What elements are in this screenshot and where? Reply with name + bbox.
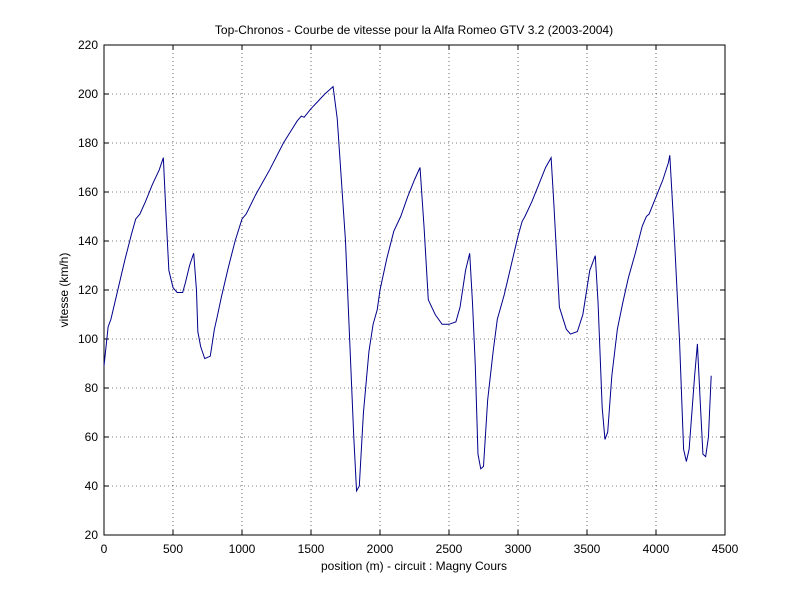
x-tick-label: 1000 xyxy=(229,542,256,556)
chart-title: Top-Chronos - Courbe de vitesse pour la … xyxy=(215,23,613,37)
y-axis-label: vitesse (km/h) xyxy=(57,253,71,328)
y-tick-label: 200 xyxy=(78,87,98,101)
x-axis-label: position (m) - circuit : Magny Cours xyxy=(321,559,507,573)
x-tick-label: 4000 xyxy=(643,542,670,556)
x-tick-label: 3000 xyxy=(505,542,532,556)
y-tick-label: 100 xyxy=(78,332,98,346)
x-tick-label: 1500 xyxy=(298,542,325,556)
y-tick-label: 160 xyxy=(78,185,98,199)
y-tick-label: 80 xyxy=(85,381,99,395)
y-tick-label: 40 xyxy=(85,479,99,493)
y-tick-label: 20 xyxy=(85,528,99,542)
y-tick-label: 180 xyxy=(78,136,98,150)
x-tick-label: 0 xyxy=(101,542,108,556)
speed-line xyxy=(103,85,712,493)
x-tick-label: 4500 xyxy=(712,542,739,556)
x-tick-label: 3500 xyxy=(574,542,601,556)
plot-frame xyxy=(103,44,726,536)
x-tick-label: 500 xyxy=(163,542,183,556)
y-tick-label: 220 xyxy=(78,38,98,52)
x-tick-label: 2500 xyxy=(436,542,463,556)
y-tick-label: 140 xyxy=(78,234,98,248)
x-tick-label: 2000 xyxy=(367,542,394,556)
y-tick-label: 120 xyxy=(78,283,98,297)
y-tick-label: 60 xyxy=(85,430,99,444)
